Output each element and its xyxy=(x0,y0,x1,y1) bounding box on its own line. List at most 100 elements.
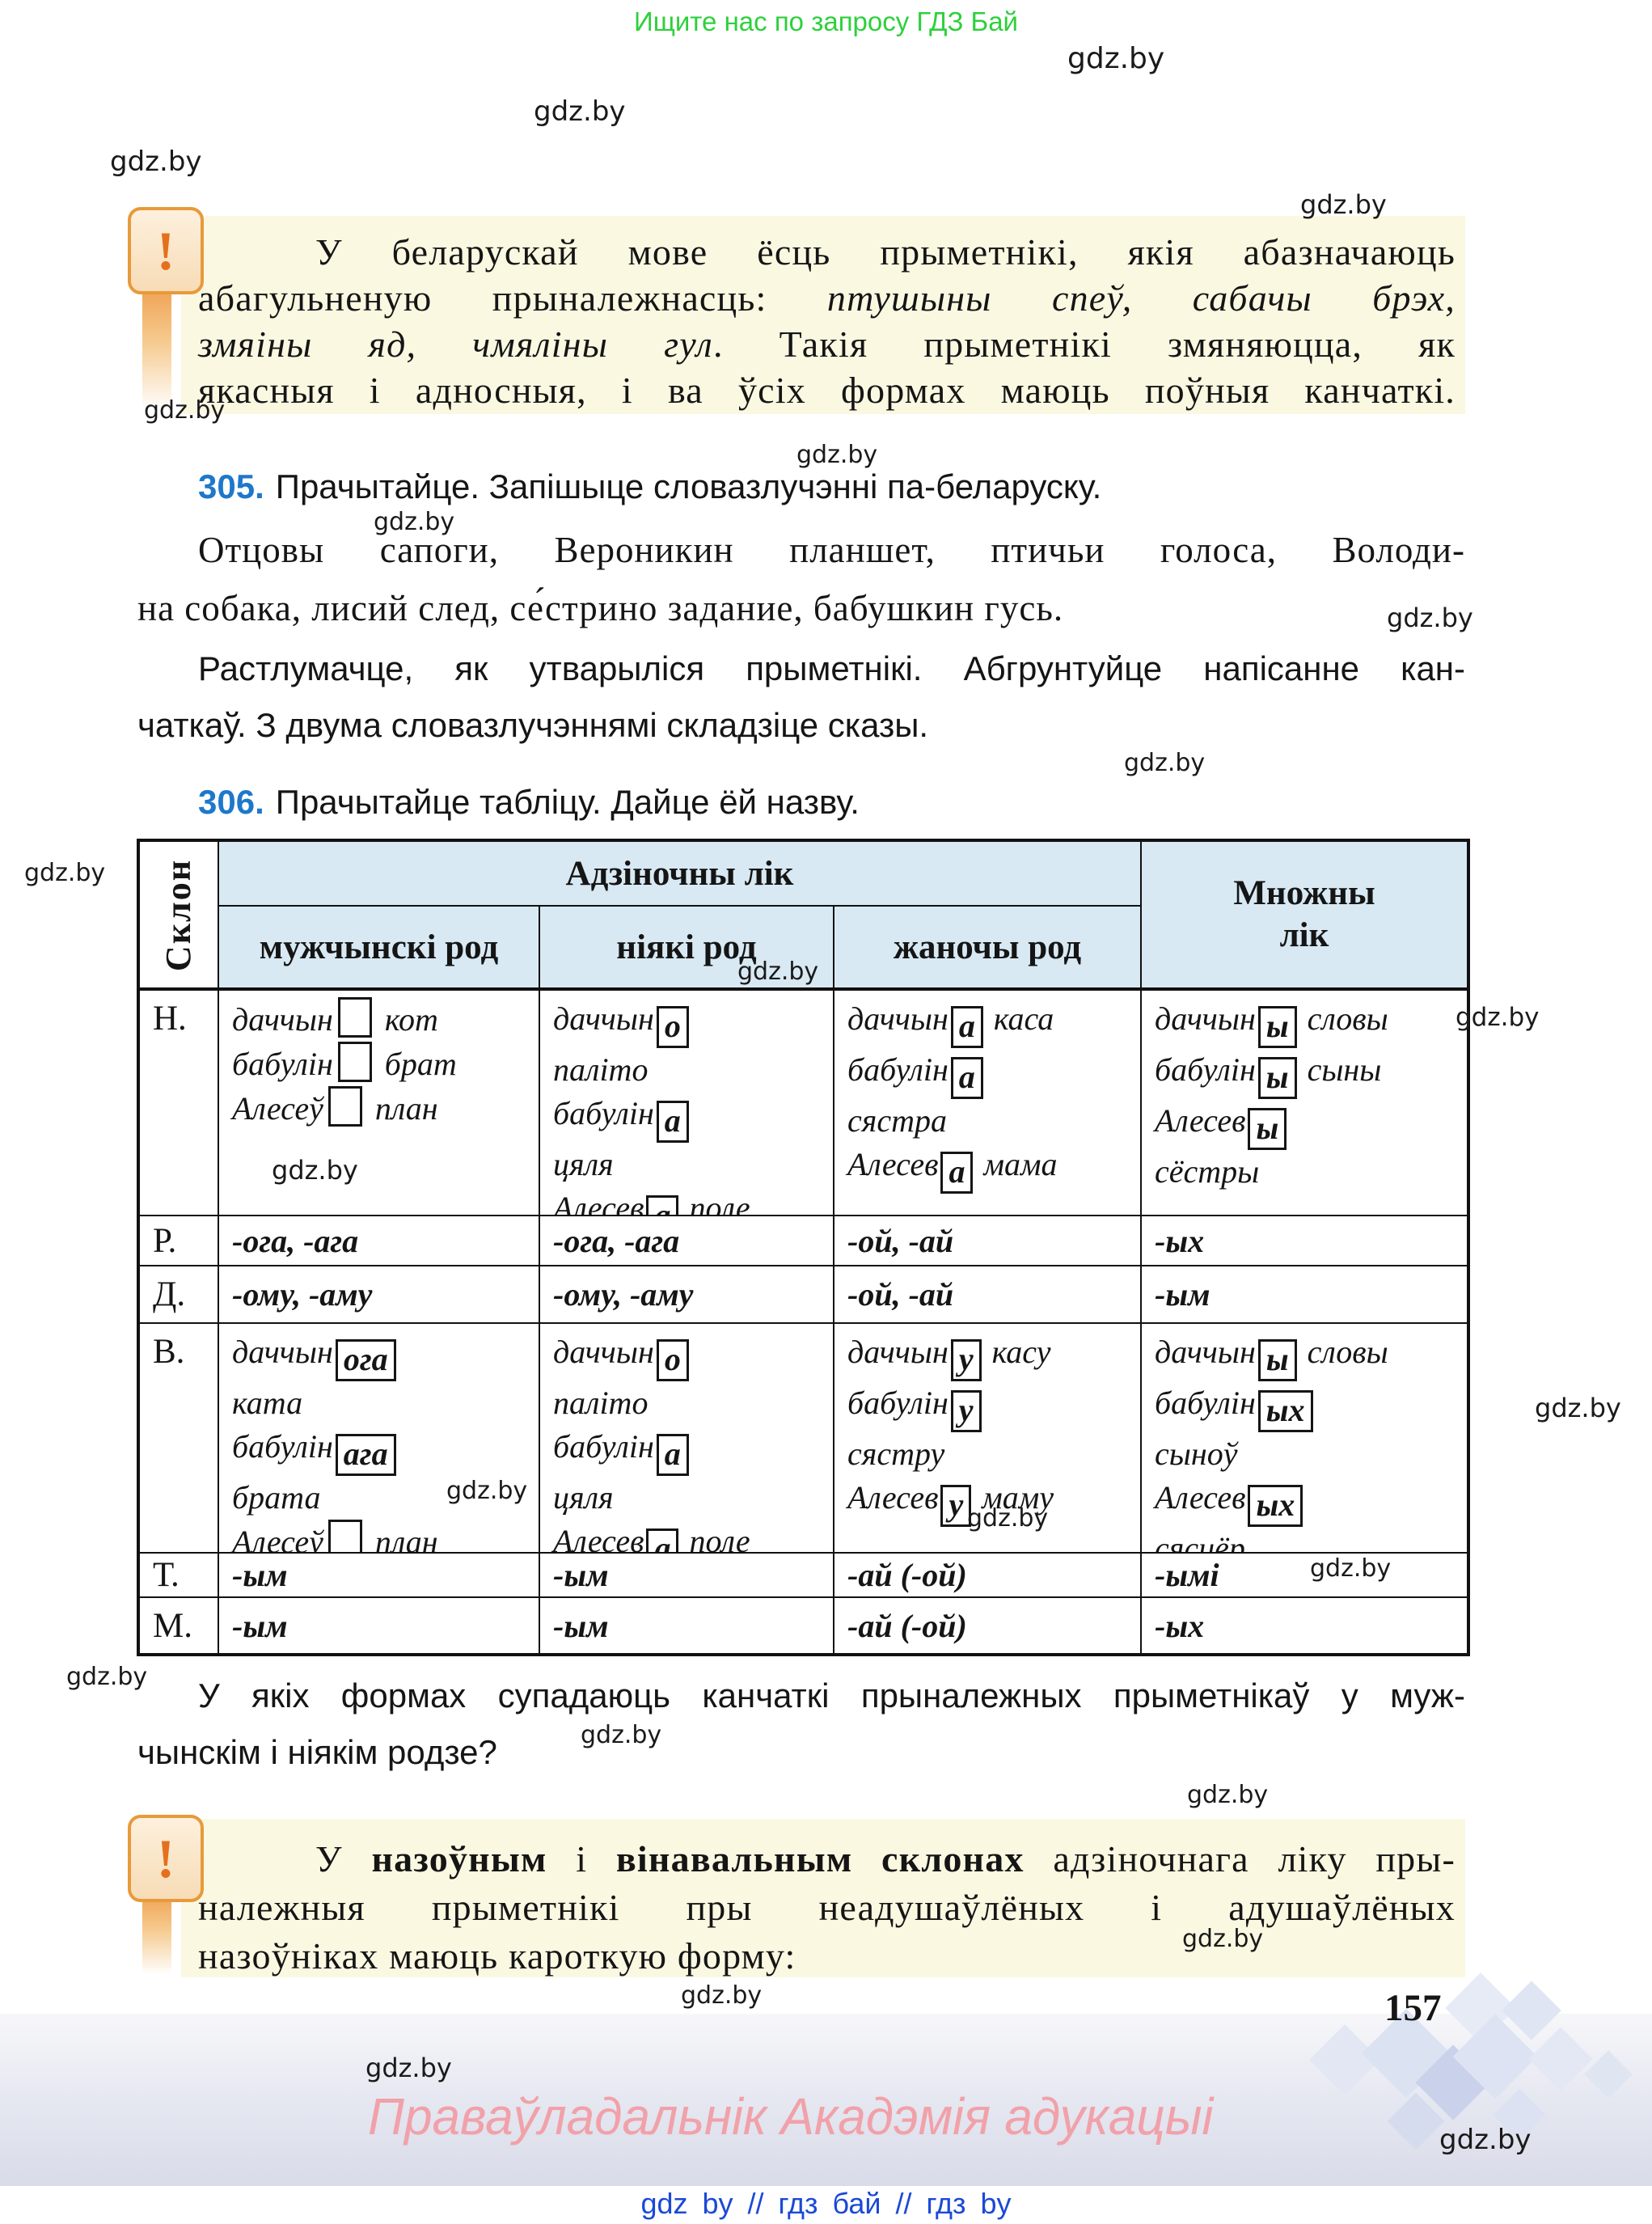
table-cell-line: -ой, -ай xyxy=(847,1222,954,1259)
table-cell-line: бабулін а xyxy=(847,1048,1140,1099)
table-cell: -ым xyxy=(540,1554,834,1598)
case-label: Д. xyxy=(140,1266,219,1324)
table-cell-line: даччын а каса xyxy=(847,997,1140,1048)
table-cell-line: бабулін ых xyxy=(1155,1381,1467,1432)
boxed-ending: а xyxy=(950,1006,983,1048)
table-cell: даччын ы словы бабулін ы сыны Алесев ы сёстры xyxy=(1142,991,1467,1216)
table-cell-line: Алесев ых xyxy=(1155,1476,1467,1527)
table-cell-line: даччын о xyxy=(553,1330,833,1381)
note-line: якасныя і адносныя, і ва ўсіх формах маю… xyxy=(198,370,1456,411)
boxed-ending: ы xyxy=(1257,1339,1297,1381)
table-cell: даччын ы словы бабулін ых сыноў Алесев ых сясцё… xyxy=(1142,1324,1467,1554)
empty-ending-box xyxy=(327,1520,362,1552)
table-cell-line: бабулін брат xyxy=(232,1042,539,1086)
table-cell-line: цяля xyxy=(553,1146,614,1182)
table-header-gender: ніякі род xyxy=(540,907,834,991)
case-label: Н. xyxy=(140,991,219,1216)
gdz-watermark: gdz.by xyxy=(1187,1781,1269,1809)
table-cell-line: Алесев у маму xyxy=(847,1476,1140,1527)
table-cell: даччын кот бабулін брат Алесеў план xyxy=(219,991,540,1216)
table-cell-line: сястра xyxy=(847,1102,947,1139)
grammar-note-2: У назоўным і вінавальным склонах адзіноч… xyxy=(181,1819,1465,1977)
exclamation-icon: ! xyxy=(156,219,175,281)
gdz-watermark: gdz.by xyxy=(374,508,455,536)
table-cell-line: -ому, -аму xyxy=(553,1276,694,1313)
table-cell: -ым xyxy=(540,1598,834,1653)
boxed-ending: ых xyxy=(1257,1390,1313,1432)
gdz-watermark: gdz.by xyxy=(1310,1554,1392,1583)
boxed-ending: а xyxy=(646,1195,679,1215)
table-cell: -ога, -ага xyxy=(219,1216,540,1266)
table-cell: -ым xyxy=(219,1598,540,1653)
gdz-watermark: gdz.by xyxy=(1456,1003,1540,1032)
gdz-watermark: gdz.by xyxy=(1387,603,1473,633)
note-line: У назоўным і вінавальным склонах адзіноч… xyxy=(315,1838,1456,1879)
table-cell: даччын у касу бабулін у сястру Алесев у маму xyxy=(834,1324,1142,1554)
table-cell: -ых xyxy=(1142,1598,1467,1653)
boxed-ending: ы xyxy=(1257,1006,1297,1048)
table-cell-line: брата xyxy=(232,1479,321,1516)
boxed-ending: о xyxy=(656,1339,689,1381)
gdz-watermark: gdz.by xyxy=(1535,1393,1621,1423)
table-cell-line: бабулін ага xyxy=(232,1425,539,1476)
boxed-ending: ага xyxy=(335,1434,396,1476)
table-header-plural: Множны лік xyxy=(1142,842,1467,991)
case-label: Р. xyxy=(140,1216,219,1266)
table-cell-line: Алесев а поле xyxy=(553,1520,833,1552)
table-cell: даччын о паліто бабулін а цяля Алесев а поле xyxy=(540,991,834,1216)
table-cell-line: цяля xyxy=(553,1479,614,1516)
table-cell-line: -ога, -ага xyxy=(232,1222,359,1259)
table-cell: -ым xyxy=(219,1554,540,1598)
page-number: 157 xyxy=(1384,1987,1442,2029)
table-cell-line: Алесев а мама xyxy=(847,1143,1140,1194)
declension-table: Склон Адзіночны лік мужчынскі род ніякі род… xyxy=(137,839,1470,1656)
table-cell-line: -ым xyxy=(553,1557,609,1593)
boxed-ending: ога xyxy=(335,1339,396,1381)
exclamation-icon: ! xyxy=(156,1827,175,1889)
table-cell: -ымі xyxy=(1142,1554,1467,1598)
gdz-watermark: gdz.by xyxy=(1300,189,1387,220)
table-cell: -ых xyxy=(1142,1216,1467,1266)
table-cell-line: даччын у касу xyxy=(847,1330,1140,1381)
table-cell-line: Алесеў план xyxy=(232,1520,539,1552)
table-cell-line: -ым xyxy=(232,1607,288,1644)
gdz-watermark: gdz.by xyxy=(1124,749,1206,777)
table-cell-line: сёстры xyxy=(1155,1153,1260,1190)
note-line: змяіны яд, чмяліны гул. Такія прыметнікі… xyxy=(198,323,1456,365)
table-cell-line: бабулін а xyxy=(553,1092,833,1143)
table-corner-sklon: Склон xyxy=(140,842,219,991)
table-cell-line: -ога, -ага xyxy=(553,1222,680,1259)
gdz-watermark: gdz.by xyxy=(1067,42,1165,75)
table-cell-line: Алесев а поле xyxy=(553,1186,833,1215)
table-header-gender: жаночы род xyxy=(834,907,1142,991)
table-cell-line: -ымі xyxy=(1155,1557,1219,1593)
boxed-ending: ы xyxy=(1248,1108,1287,1150)
boxed-ending: а xyxy=(656,1434,689,1476)
empty-ending-box xyxy=(337,997,372,1038)
gdz-watermark: gdz.by xyxy=(272,1155,358,1186)
table-cell-line: -ай (-ой) xyxy=(847,1557,967,1593)
exercise-number: 305. xyxy=(198,467,264,505)
boxed-ending: ых xyxy=(1248,1485,1303,1527)
gdz-watermark: gdz.by xyxy=(681,1981,763,2010)
table-cell-line: -ым xyxy=(1155,1276,1210,1313)
table-cell-line: даччын кот xyxy=(232,997,539,1042)
copyright-text: Праваўладальнік Акадэмія адукацыі xyxy=(368,2087,1214,2146)
table-cell: -ому, -аму xyxy=(219,1266,540,1324)
table-cell-line: паліто xyxy=(553,1385,649,1421)
exercise-305-wordlist: Отцовы сапоги, Вероникин планшет, птичьи… xyxy=(137,530,1465,628)
gdz-watermark: gdz.by xyxy=(110,146,202,178)
table-cell-line: бабулін у xyxy=(847,1381,1140,1432)
table-header-singular: Адзіночны лік xyxy=(219,842,1142,907)
table-cell-line: сясцёр xyxy=(1155,1530,1245,1554)
table-cell: -ым xyxy=(1142,1266,1467,1324)
boxed-ending: а xyxy=(950,1057,983,1099)
boxed-ending: а xyxy=(646,1528,679,1552)
exercise-306-title: 306. Прачытайце табліцу. Дайце ёй назву. xyxy=(198,783,860,821)
footer-links[interactable]: gdz by // гдз бай // гдз by xyxy=(640,2187,1012,2220)
grammar-note-1: У беларускай мове ёсць прыметнікі, якія … xyxy=(181,216,1465,414)
boxed-ending: у xyxy=(950,1339,982,1381)
gdz-watermark: gdz.by xyxy=(66,1663,148,1691)
case-label: М. xyxy=(140,1598,219,1653)
